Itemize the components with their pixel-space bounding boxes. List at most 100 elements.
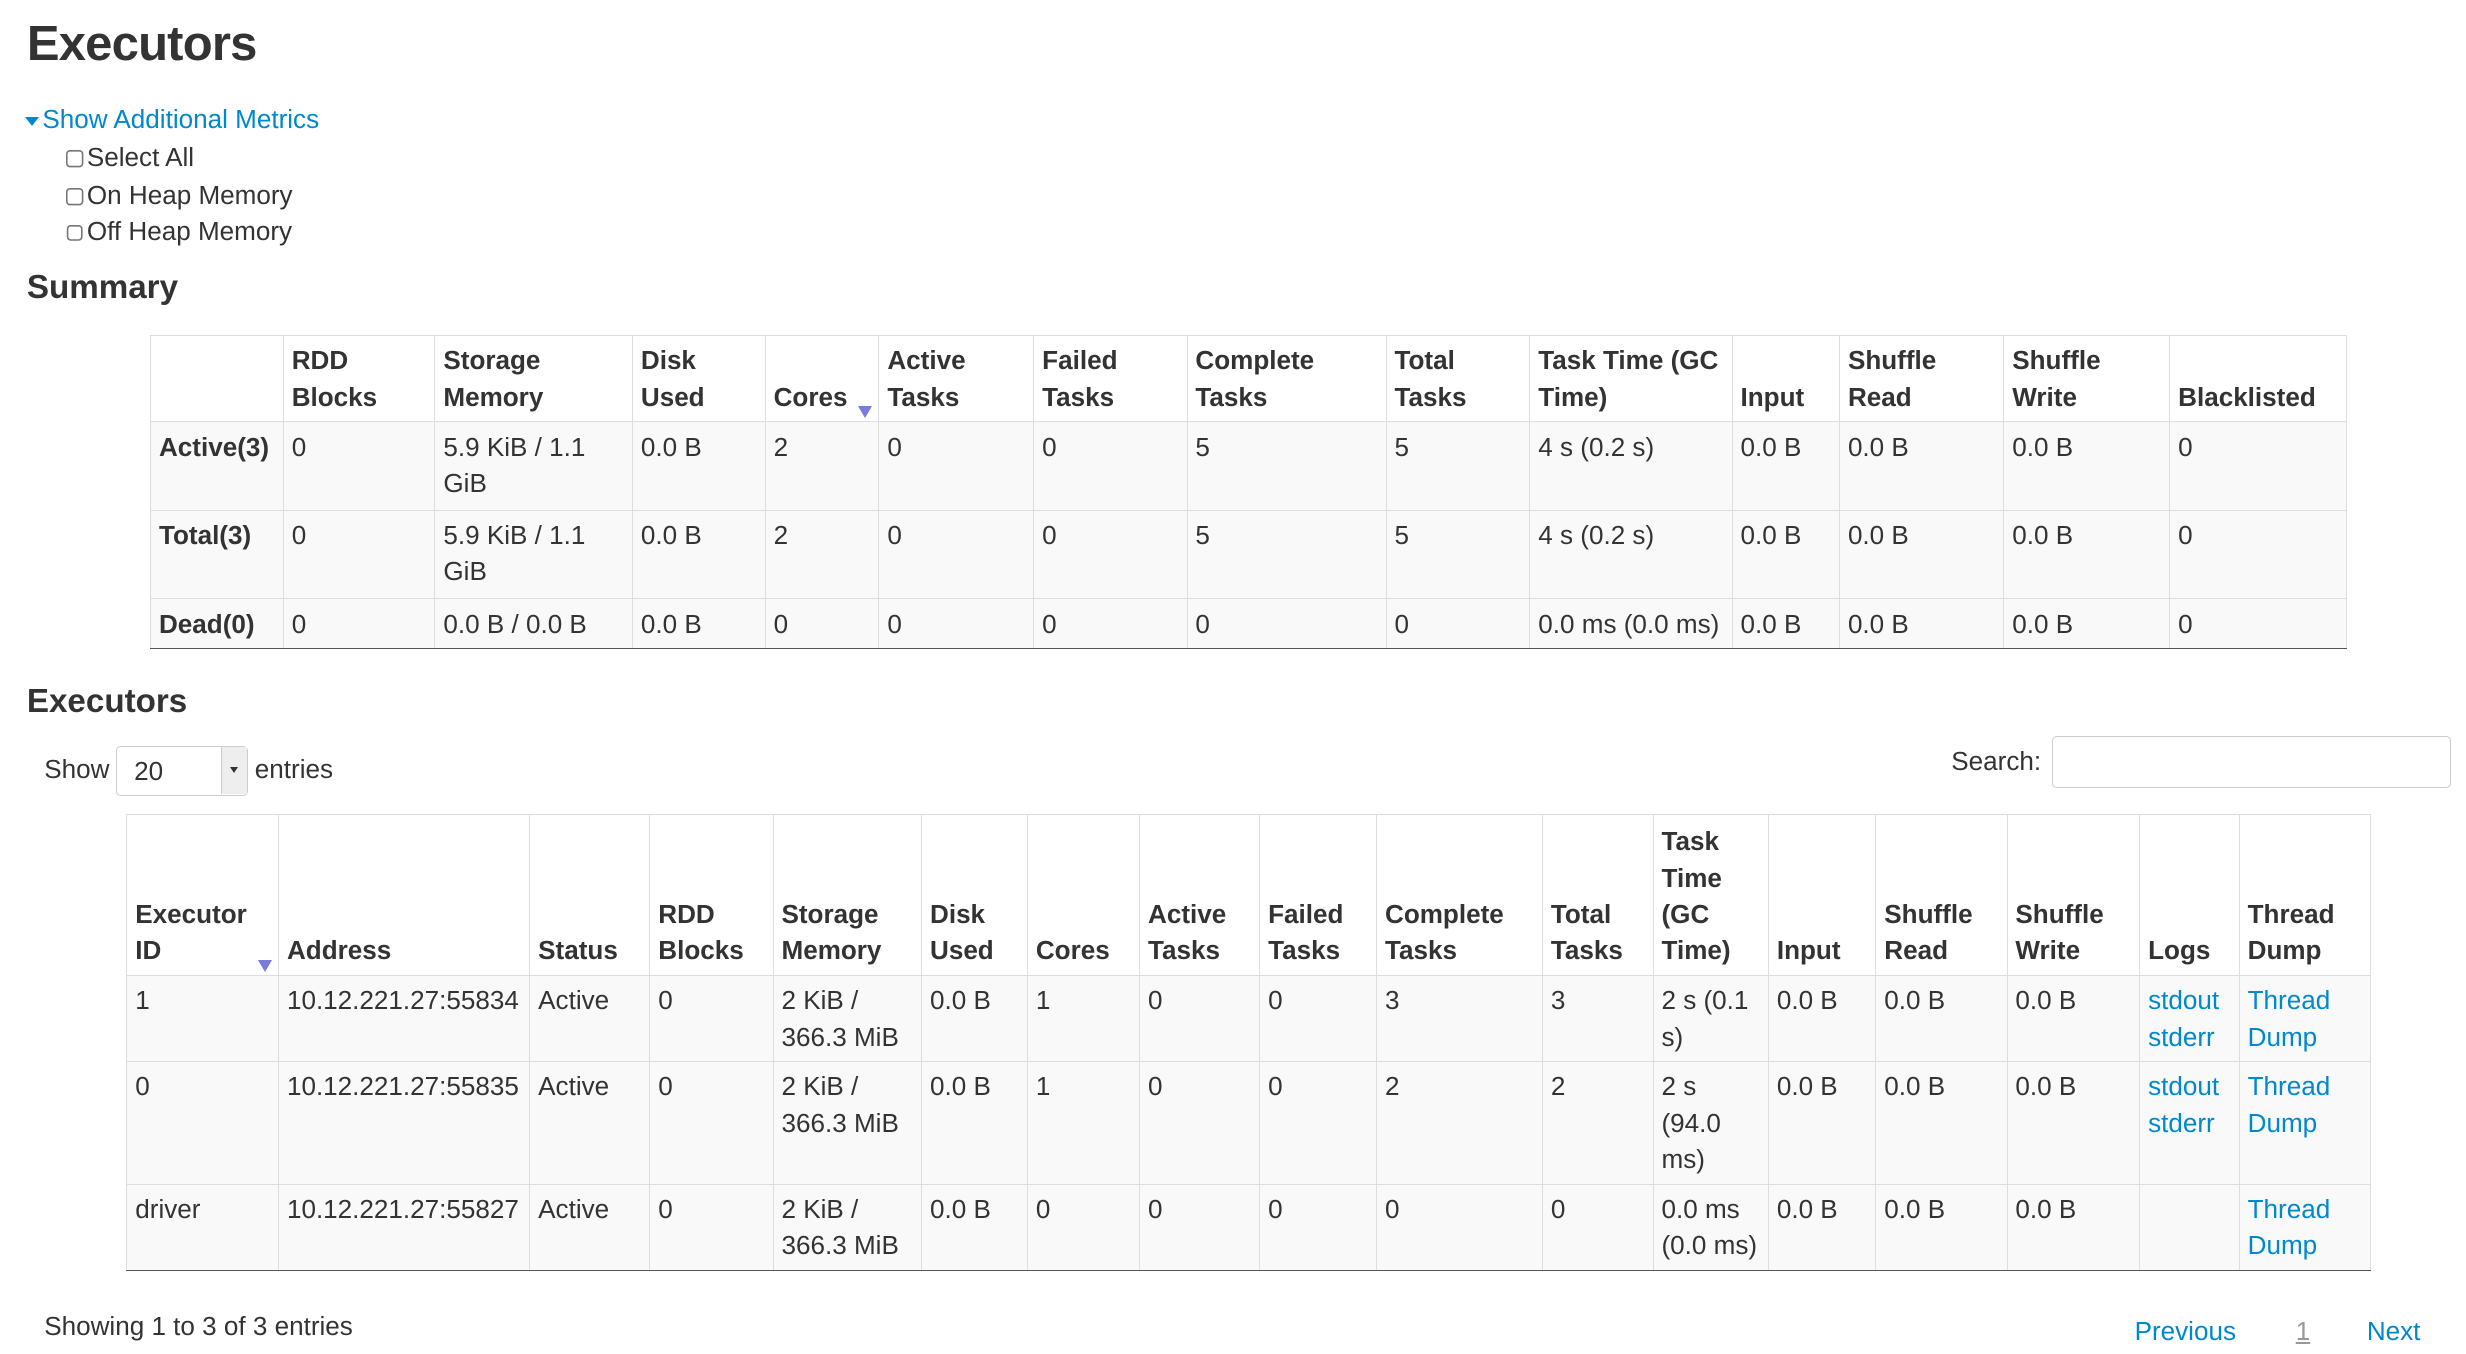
log-link-stderr[interactable]: stderr (2148, 1021, 2215, 1052)
column-header-input[interactable]: Input (1767, 813, 1877, 976)
table-cell: 0.0 B (921, 1183, 1028, 1272)
column-header-rdd-blocks[interactable]: RDD Blocks (282, 334, 436, 423)
table-cell: 5 (1385, 421, 1531, 511)
entries-label: entries (254, 753, 334, 784)
column-header-failed-tasks[interactable]: Failed Tasks (1033, 334, 1188, 423)
select-all-checkbox[interactable]: Select All (66, 142, 194, 173)
page-size-control: Show 20 entries (44, 745, 334, 797)
log-link-stdout[interactable]: stdout (2148, 1071, 2220, 1102)
column-header-thread-dump[interactable]: Thread Dump (2238, 813, 2371, 976)
show-additional-metrics-toggle[interactable]: Show Additional Metrics (25, 104, 319, 135)
on-heap-memory-checkbox[interactable]: On Heap Memory (66, 180, 293, 211)
table-cell: 10.12.221.27:55835 (278, 1061, 531, 1185)
checkbox[interactable] (66, 150, 84, 168)
table-cell: 0.0 B (2006, 1061, 2141, 1185)
table-info: Showing 1 to 3 of 3 entries (44, 1311, 353, 1342)
column-header-disk-used[interactable]: Disk Used (631, 334, 766, 423)
column-header-address[interactable]: Address (278, 813, 531, 976)
checkbox-label: Off Heap Memory (86, 216, 293, 247)
column-header-complete-tasks[interactable]: Complete Tasks (1376, 813, 1544, 976)
table-cell: 2 (764, 509, 880, 600)
column-header-active-tasks[interactable]: Active Tasks (1139, 813, 1261, 976)
column-header-shuffle-write[interactable]: Shuffle Write (2003, 334, 2171, 423)
table-cell: 0 (1033, 509, 1188, 600)
checkbox[interactable] (66, 188, 84, 206)
table-cell: 0 (2169, 598, 2348, 650)
column-header-shuffle-read[interactable]: Shuffle Read (1875, 813, 2008, 976)
table-row: 1 10.12.221.27:55834 Active 0 2 KiB / 366.3 … (126, 974, 2371, 1063)
table-cell: 10.12.221.27:55834 (278, 974, 531, 1063)
column-header-task-time-gc-time[interactable]: Task Time (GC Time) (1652, 813, 1769, 976)
column-header-shuffle-read[interactable]: Shuffle Read (1839, 334, 2005, 423)
table-cell: driver (126, 1183, 280, 1272)
column-header-storage-memory[interactable]: Storage Memory (772, 813, 923, 976)
table-cell: 0 (282, 598, 436, 650)
column-header-executor-id[interactable]: Executor ID (126, 813, 280, 976)
column-header-shuffle-write[interactable]: Shuffle Write (2006, 813, 2141, 976)
column-header-total-tasks[interactable]: Total Tasks (1542, 813, 1654, 976)
column-header-rdd-blocks[interactable]: RDD Blocks (649, 813, 774, 976)
next-page-button[interactable]: Next (2366, 1316, 2421, 1347)
column-header-logs[interactable]: Logs (2139, 813, 2240, 976)
log-link-stderr[interactable]: stderr (2148, 1107, 2215, 1138)
table-cell: 2 s (0.1 s) (1652, 974, 1769, 1063)
checkbox[interactable] (66, 224, 84, 243)
thread-dump-link[interactable]: Thread Dump (2247, 1194, 2331, 1261)
table-cell: Active (529, 1183, 651, 1272)
table-cell: 0 (878, 421, 1035, 511)
column-header-cores[interactable]: Cores (764, 334, 880, 423)
search-input[interactable] (2052, 736, 2451, 789)
column-header-input[interactable]: Input (1731, 334, 1841, 423)
column-header-status[interactable]: Status (529, 813, 651, 976)
column-header-blank[interactable] (150, 334, 284, 423)
column-header-total-tasks[interactable]: Total Tasks (1385, 334, 1531, 423)
thread-dump-cell: Thread Dump (2238, 974, 2371, 1063)
previous-page-button[interactable]: Previous (2134, 1316, 2236, 1347)
column-header-storage-memory[interactable]: Storage Memory (434, 334, 633, 423)
column-header-active-tasks[interactable]: Active Tasks (878, 334, 1035, 423)
table-cell: 0.0 B (921, 974, 1028, 1063)
table-cell: Active (529, 1061, 651, 1185)
column-header-disk-used[interactable]: Disk Used (921, 813, 1028, 976)
page-1-button[interactable]: 1 (2295, 1316, 2311, 1347)
table-cell: 0.0 ms (0.0 ms) (1652, 1183, 1769, 1272)
thread-dump-link[interactable]: Thread Dump (2247, 985, 2331, 1052)
summary-heading: Summary (26, 268, 179, 306)
table-cell: 0.0 B (1839, 421, 2005, 511)
thread-dump-link[interactable]: Thread Dump (2247, 1071, 2331, 1138)
table-cell: 3 (1542, 974, 1654, 1063)
table-cell: 0 (1259, 1061, 1378, 1185)
table-cell: 0.0 B (2006, 974, 2141, 1063)
table-cell: 10.12.221.27:55827 (278, 1183, 531, 1272)
checkbox-label: On Heap Memory (86, 180, 293, 211)
dropdown-arrow-icon[interactable] (221, 746, 248, 795)
column-header-failed-tasks[interactable]: Failed Tasks (1259, 813, 1378, 976)
column-header-cores[interactable]: Cores (1026, 813, 1141, 976)
table-cell: 0.0 B (631, 598, 766, 650)
executors-heading: Executors (26, 682, 188, 720)
table-cell: 0 (649, 974, 774, 1063)
log-link-stdout[interactable]: stdout (2148, 985, 2220, 1016)
table-cell: 0.0 B (1875, 1061, 2008, 1185)
table-cell: 0 (878, 509, 1035, 600)
table-cell: 4 s (0.2 s) (1529, 421, 1733, 511)
sort-descending-icon (858, 406, 873, 418)
page-size-select[interactable]: 20 (115, 745, 249, 797)
off-heap-memory-checkbox[interactable]: Off Heap Memory (66, 216, 292, 247)
table-cell: 0.0 B (1731, 421, 1841, 511)
checkbox-label: Select All (86, 142, 195, 173)
table-cell: 2 (1542, 1061, 1654, 1185)
table-cell: 5.9 KiB / 1.1 GiB (434, 509, 633, 600)
table-cell: 0 (764, 598, 880, 650)
table-row: 0 10.12.221.27:55835 Active 0 2 KiB / 366.3 … (126, 1061, 2371, 1185)
column-header-blacklisted[interactable]: Blacklisted (2169, 334, 2348, 423)
column-header-complete-tasks[interactable]: Complete Tasks (1186, 334, 1387, 423)
table-cell: 5 (1186, 421, 1387, 511)
row-label: Active(3) (150, 421, 284, 511)
table-cell: 0 (1259, 1183, 1378, 1272)
column-header-task-time-gc-time[interactable]: Task Time (GC Time) (1529, 334, 1733, 423)
table-cell: 2 KiB / 366.3 MiB (772, 974, 923, 1063)
table-cell: 0.0 B (1839, 509, 2005, 600)
